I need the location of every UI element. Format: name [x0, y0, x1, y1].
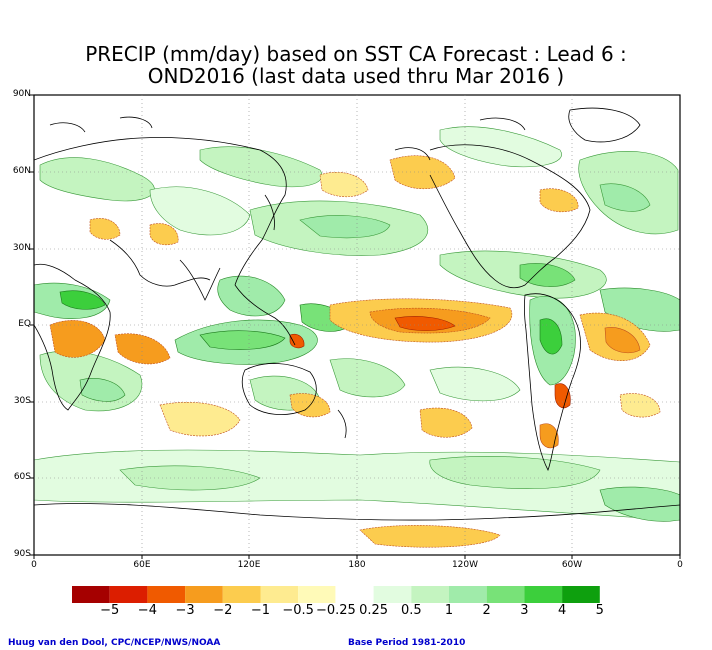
grid-lines — [34, 95, 680, 555]
legend-label: −5 — [100, 603, 120, 618]
map-title-line2: OND2016 (last data used thru Mar 2016 ) — [147, 64, 565, 88]
dry-region — [394, 316, 456, 331]
legend-swatch — [335, 585, 375, 604]
lat-label-30s: 30S — [13, 396, 31, 406]
lon-label-180: 180 — [348, 560, 366, 570]
green-region — [199, 146, 323, 188]
legend-label: 0.25 — [359, 603, 389, 618]
legend-label: −1 — [250, 603, 271, 618]
dry-region — [539, 423, 559, 449]
green-region — [149, 186, 251, 236]
green-region — [539, 318, 563, 355]
green-region — [79, 378, 126, 402]
dry-region — [319, 171, 369, 198]
green-region — [299, 215, 391, 239]
precip-anomaly-field — [34, 107, 680, 548]
legend-swatch — [260, 586, 299, 603]
axis-ticks — [30, 94, 681, 559]
lon-label-0-left: 0 — [31, 560, 37, 570]
legend-label: −0.5 — [282, 603, 314, 618]
legend-swatch — [524, 586, 563, 603]
green-region — [39, 157, 155, 202]
dry-region — [539, 188, 579, 213]
dry-region — [289, 333, 305, 349]
lat-label-90n: 90N — [12, 89, 31, 99]
dry-region — [359, 525, 501, 548]
green-region — [217, 275, 286, 317]
lat-label-60s: 60S — [13, 472, 31, 482]
green-region — [199, 330, 286, 350]
legend-swatch — [562, 586, 600, 603]
credit-author: Huug van den Dool, CPC/NCEP/NWS/NOAA — [8, 638, 221, 648]
legend-label: 1 — [444, 603, 454, 618]
green-region — [34, 449, 680, 521]
green-region — [599, 486, 680, 522]
dry-region — [89, 218, 121, 240]
legend-swatch — [486, 586, 525, 603]
dry-region — [619, 393, 661, 418]
legend-label: 3 — [520, 603, 529, 618]
map-title-line1: PRECIP (mm/day) based on SST CA Forecast… — [85, 42, 627, 66]
green-region — [429, 366, 521, 402]
green-region — [329, 358, 406, 398]
credit-base-period: Base Period 1981-2010 — [348, 638, 466, 648]
dry-region — [159, 402, 241, 437]
dry-region — [554, 383, 571, 409]
lat-label-eq: EQ — [18, 319, 31, 329]
legend-label: −4 — [137, 603, 157, 618]
lon-label-60w: 60W — [561, 560, 583, 570]
lon-label-0-right: 0 — [677, 560, 683, 570]
legend-label: −3 — [175, 603, 195, 618]
legend-swatch — [147, 586, 186, 603]
legend-swatch — [411, 586, 449, 603]
lon-label-120w: 120W — [451, 560, 479, 570]
green-region — [429, 456, 601, 489]
dry-region — [114, 333, 171, 365]
legend-swatch — [222, 586, 261, 603]
dry-region — [419, 407, 473, 438]
legend-label: 4 — [557, 603, 567, 618]
legend-swatch — [373, 586, 412, 603]
legend-label: −2 — [213, 603, 233, 618]
coastlines — [34, 107, 680, 521]
green-region — [599, 183, 651, 212]
dry-region — [604, 327, 641, 354]
legend-swatch — [185, 586, 223, 603]
green-region — [59, 290, 106, 310]
lon-label-120e: 120E — [237, 560, 261, 570]
legend-swatch — [72, 586, 110, 603]
legend-label: −0.25 — [315, 603, 356, 618]
dry-region — [149, 223, 179, 246]
lat-label-60n: 60N — [12, 166, 31, 176]
legend-label: 0.5 — [400, 603, 422, 618]
legend-label: 2 — [482, 603, 491, 618]
lat-label-90s: 90S — [13, 549, 31, 559]
dry-region — [49, 320, 106, 358]
green-region — [439, 126, 562, 168]
legend-swatch — [449, 586, 487, 603]
green-region — [519, 263, 576, 287]
lon-label-60e: 60E — [133, 560, 151, 570]
legend-swatch — [109, 586, 148, 603]
lat-label-30n: 30N — [12, 243, 31, 253]
legend-swatch — [298, 586, 336, 603]
legend-label: 5 — [595, 603, 604, 618]
legend-color-bar — [72, 585, 600, 604]
